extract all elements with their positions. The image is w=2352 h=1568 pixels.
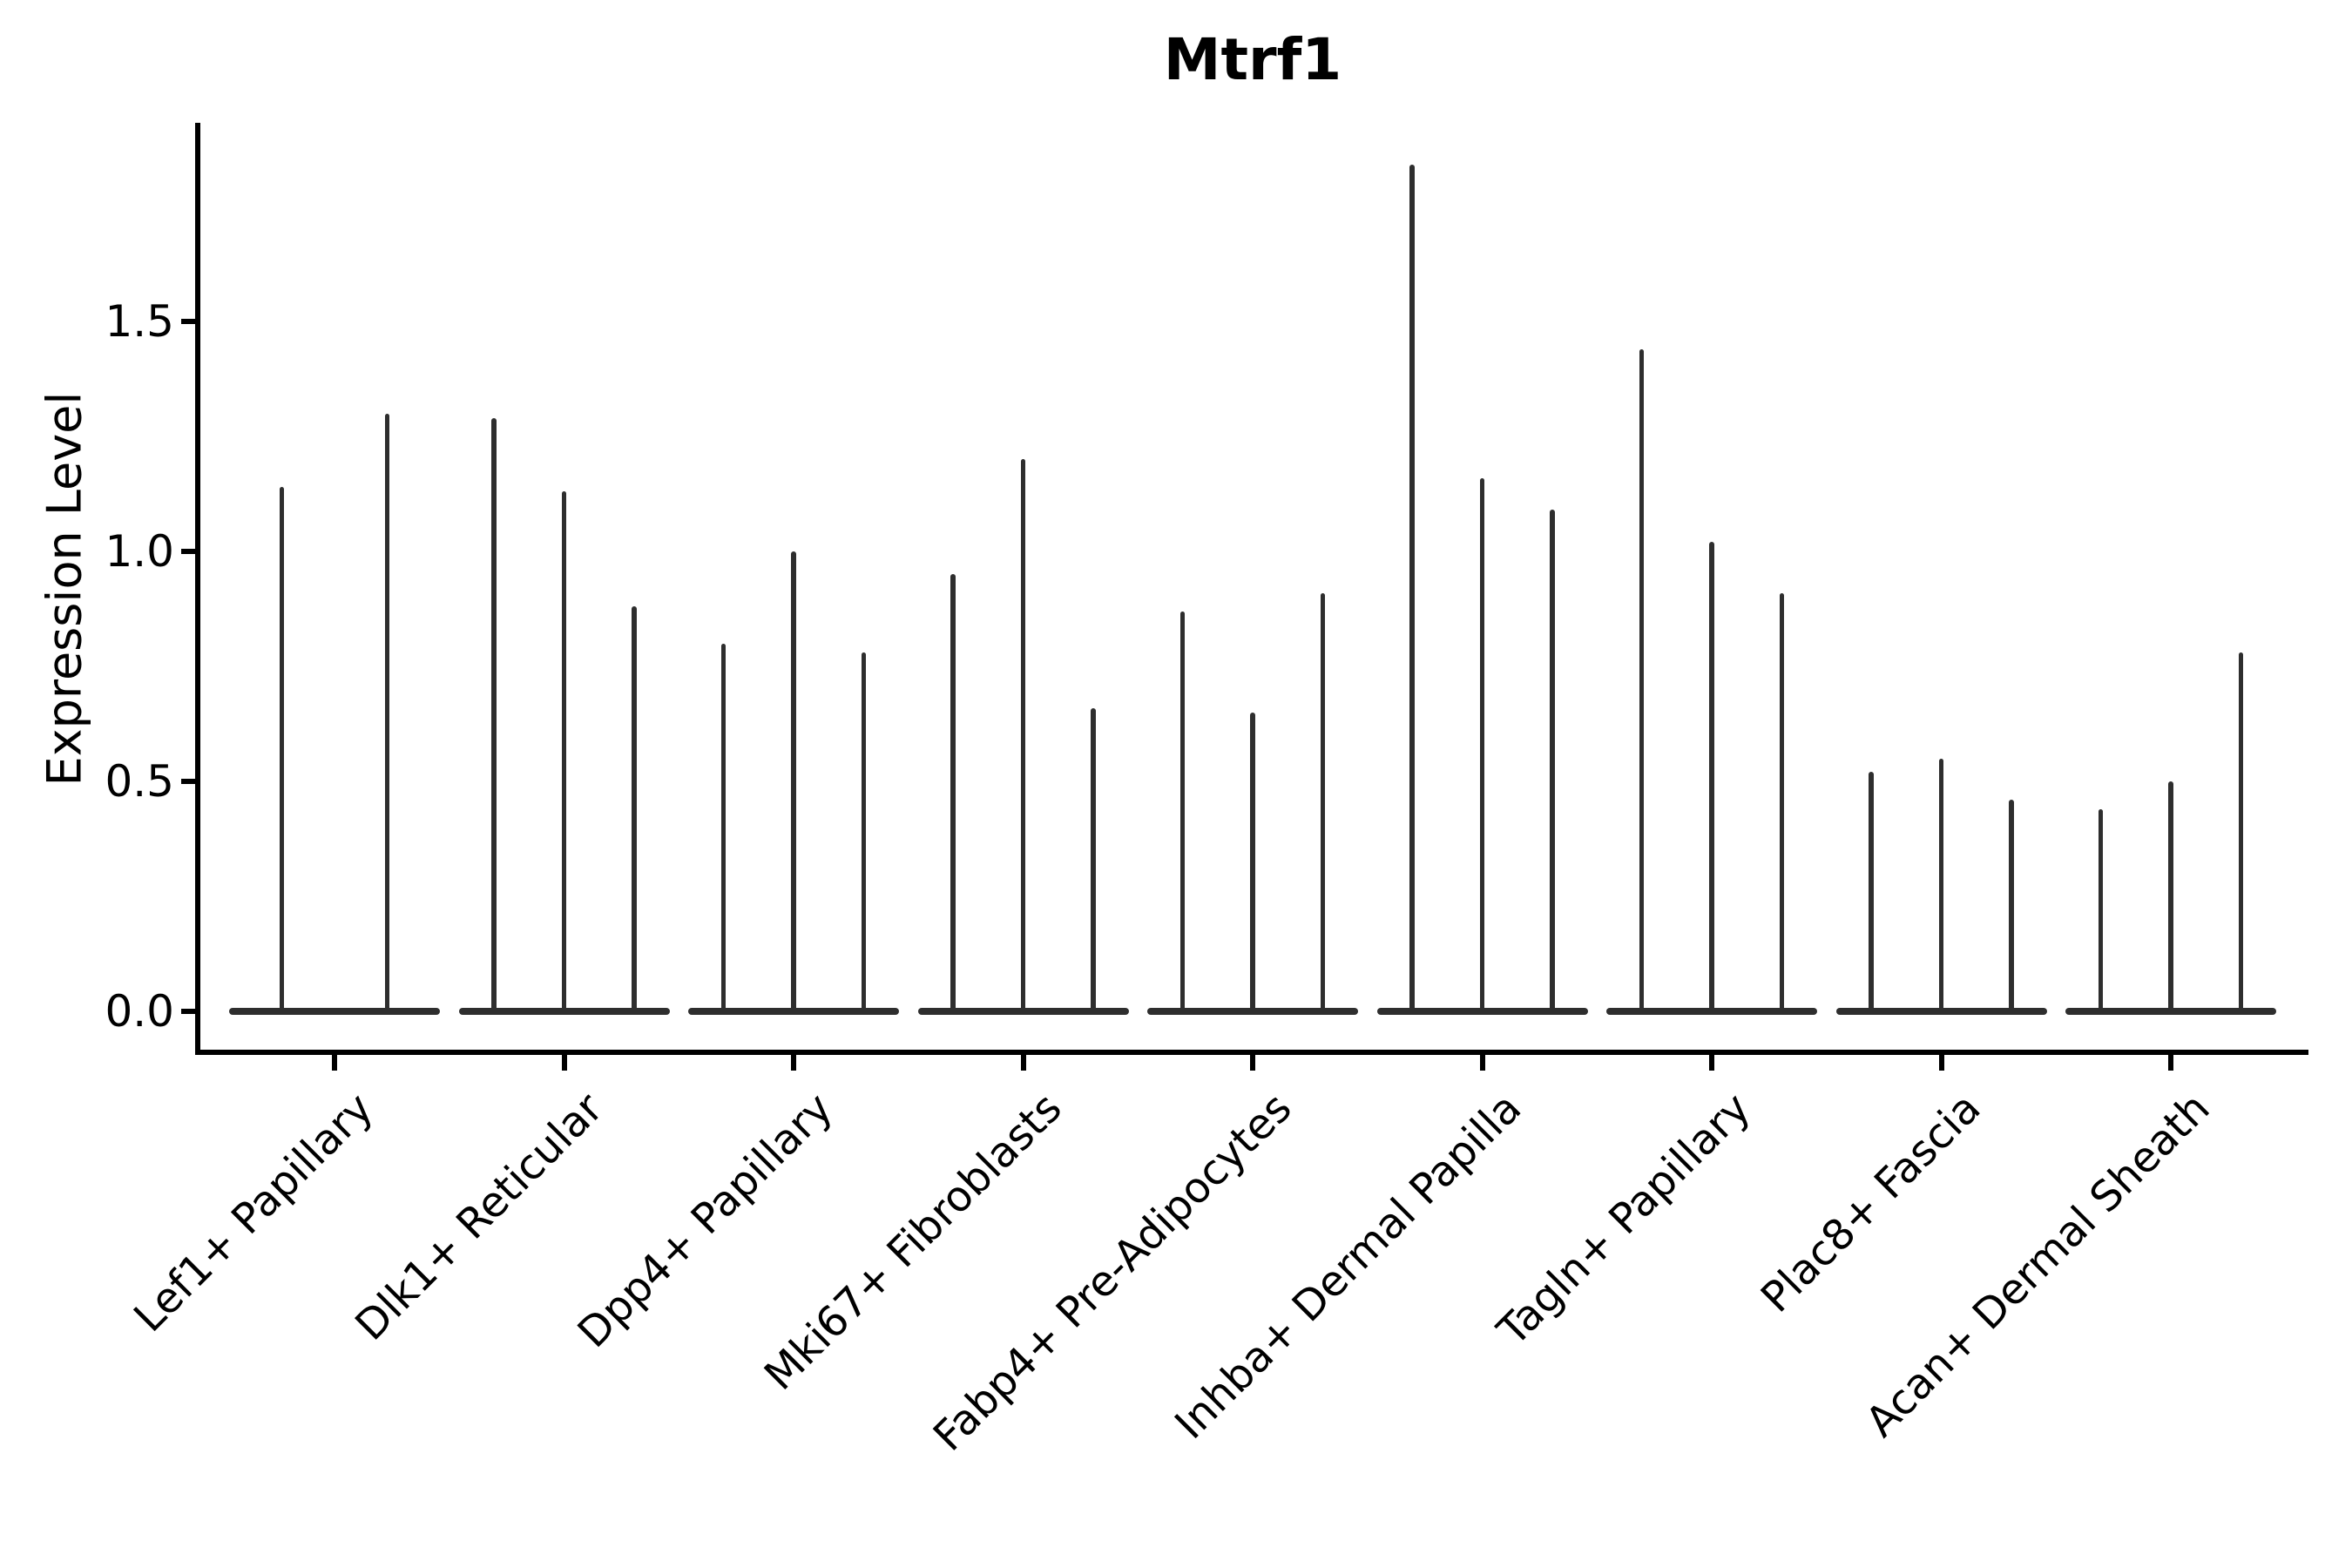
y-tick-label: 1.5 — [105, 296, 174, 347]
violin-spike — [1479, 477, 1485, 1014]
violin-spike — [791, 551, 796, 1014]
y-tick — [181, 549, 195, 554]
x-tick-label: Tagln+ Papillary — [1488, 1084, 1761, 1355]
y-tick — [181, 1009, 195, 1014]
violin-spike — [561, 491, 567, 1014]
x-tick — [1020, 1055, 1026, 1071]
x-tick — [1250, 1055, 1255, 1071]
violin-spike — [2098, 808, 2104, 1014]
y-tick-label: 0.5 — [105, 756, 174, 807]
chart-title: Mtrf1 — [1163, 26, 1342, 93]
y-tick-label: 0.0 — [105, 986, 174, 1037]
violin-spike — [1779, 592, 1785, 1014]
x-tick — [1709, 1055, 1714, 1071]
x-tick-label: Lef1+ Papillary — [125, 1084, 383, 1342]
violin-spike — [861, 652, 867, 1014]
violin-spike — [1639, 348, 1645, 1014]
x-tick — [561, 1055, 567, 1071]
violin-spike — [1869, 772, 1874, 1014]
x-tick-label: Dlk1+ Reticular — [346, 1084, 613, 1350]
violin-body — [229, 1008, 440, 1015]
violin-spike — [632, 606, 637, 1014]
x-axis-spine — [195, 1050, 2308, 1055]
violin-spike — [1550, 510, 1555, 1014]
x-tick — [791, 1055, 796, 1071]
y-tick — [181, 319, 195, 324]
violin-spike — [1091, 707, 1096, 1014]
violin-spike — [1938, 758, 1944, 1014]
violin-spike — [279, 487, 285, 1014]
x-tick — [1938, 1055, 1944, 1071]
x-tick — [332, 1055, 337, 1071]
violin-spike — [950, 574, 956, 1014]
y-tick — [181, 779, 195, 784]
violin-spike — [1020, 459, 1026, 1014]
violin-spike — [2168, 781, 2173, 1014]
violin-spike — [1409, 165, 1415, 1014]
x-tick-label: Dpp4+ Papillary — [568, 1084, 842, 1358]
x-tick — [1479, 1055, 1485, 1071]
violin-spike — [1179, 611, 1186, 1014]
violin-spike — [720, 643, 727, 1014]
y-axis-spine — [195, 123, 200, 1055]
violin-spike — [1709, 542, 1714, 1014]
violin-spike — [384, 413, 390, 1014]
y-axis-label: Expression Level — [37, 391, 92, 787]
violin-spike — [2238, 652, 2244, 1014]
y-tick-label: 1.0 — [105, 526, 174, 577]
violin-spike — [1320, 592, 1326, 1014]
violin-spike — [491, 417, 497, 1014]
violin-spike — [2009, 800, 2014, 1014]
x-tick-label: Plac8+ Fascia — [1751, 1084, 1990, 1322]
x-tick — [2168, 1055, 2173, 1071]
violin-spike — [1250, 712, 1255, 1014]
